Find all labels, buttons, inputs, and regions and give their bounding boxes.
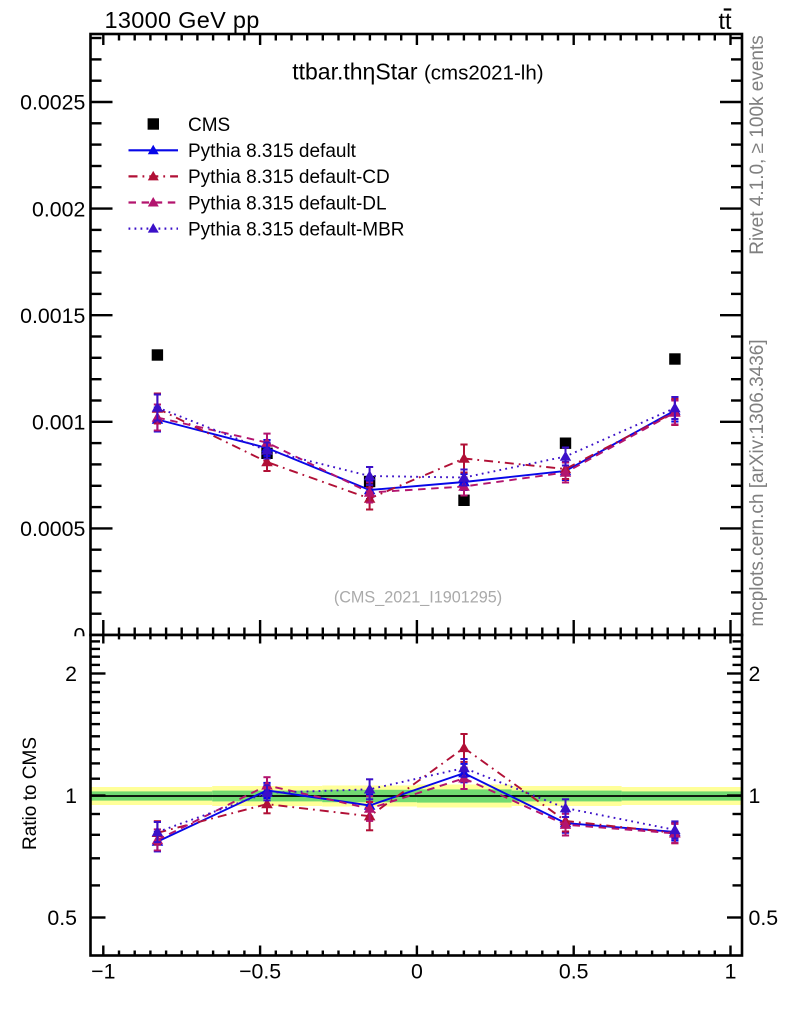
svg-text:2: 2: [65, 662, 77, 686]
svg-text:0: 0: [411, 960, 423, 984]
svg-text:tt: tt: [719, 8, 732, 34]
svg-text:13000 GeV pp: 13000 GeV pp: [105, 7, 260, 33]
svg-text:0.0025: 0.0025: [20, 91, 85, 115]
svg-text:Ratio to CMS: Ratio to CMS: [20, 737, 41, 850]
svg-text:CMS: CMS: [188, 115, 230, 136]
svg-text:(CMS_2021_I1901295): (CMS_2021_I1901295): [334, 588, 502, 606]
svg-text:1: 1: [749, 784, 761, 808]
svg-text:0.0015: 0.0015: [20, 304, 85, 328]
svg-text:Pythia 8.315 default-CD: Pythia 8.315 default-CD: [188, 167, 390, 188]
svg-text:−0.5: −0.5: [239, 960, 281, 984]
svg-text:0.002: 0.002: [32, 197, 85, 221]
svg-text:0.5: 0.5: [749, 906, 779, 930]
svg-text:0: 0: [73, 624, 85, 648]
svg-text:Pythia 8.315 default-DL: Pythia 8.315 default-DL: [188, 193, 387, 214]
svg-text:2: 2: [749, 662, 761, 686]
svg-text:1: 1: [65, 784, 77, 808]
svg-text:−1: −1: [91, 960, 115, 984]
svg-text:0.0005: 0.0005: [20, 517, 85, 541]
svg-text:ttbar.thηStar (cms2021-lh): ttbar.thηStar (cms2021-lh): [292, 59, 543, 85]
svg-text:1: 1: [725, 960, 737, 984]
svg-text:0.5: 0.5: [559, 960, 589, 984]
svg-text:Rivet 4.1.0, ≥ 100k events: Rivet 4.1.0, ≥ 100k events: [747, 35, 768, 255]
svg-text:mcplots.cern.ch [arXiv:1306.34: mcplots.cern.ch [arXiv:1306.3436]: [747, 339, 768, 626]
svg-text:0.5: 0.5: [47, 906, 77, 930]
svg-text:0.001: 0.001: [32, 411, 85, 435]
svg-text:Pythia 8.315 default: Pythia 8.315 default: [188, 141, 357, 162]
svg-text:Pythia 8.315 default-MBR: Pythia 8.315 default-MBR: [188, 219, 405, 240]
